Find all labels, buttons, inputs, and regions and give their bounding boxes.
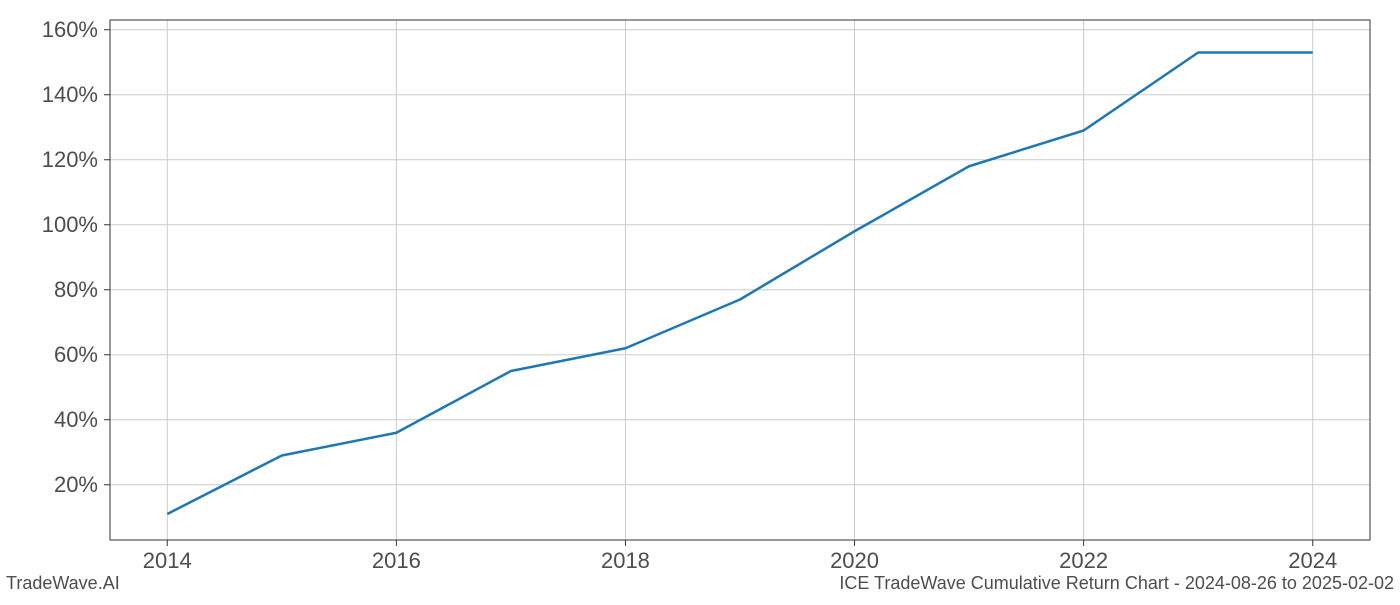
y-tick-label: 160% [42,17,98,42]
x-tick-label: 2016 [372,548,421,573]
y-tick-label: 40% [54,407,98,432]
y-tick-label: 80% [54,277,98,302]
y-tick-label: 140% [42,82,98,107]
y-tick-label: 20% [54,472,98,497]
chart-container: 2014 2016 2018 2020 2022 2024 20% 40% 60% 80% 100%… [0,0,1400,600]
x-tick-label: 2022 [1059,548,1108,573]
x-tick-label: 2018 [601,548,650,573]
footer-right-label: ICE TradeWave Cumulative Return Chart - … [839,573,1394,594]
x-tick-label: 2014 [143,548,192,573]
line-chart: 2014 2016 2018 2020 2022 2024 20% 40% 60% 80% 100%… [0,0,1400,600]
x-tick-label: 2020 [830,548,879,573]
x-tick-label: 2024 [1288,548,1337,573]
y-tick-label: 60% [54,342,98,367]
footer-left-label: TradeWave.AI [6,573,120,594]
y-tick-label: 120% [42,147,98,172]
y-tick-label: 100% [42,212,98,237]
